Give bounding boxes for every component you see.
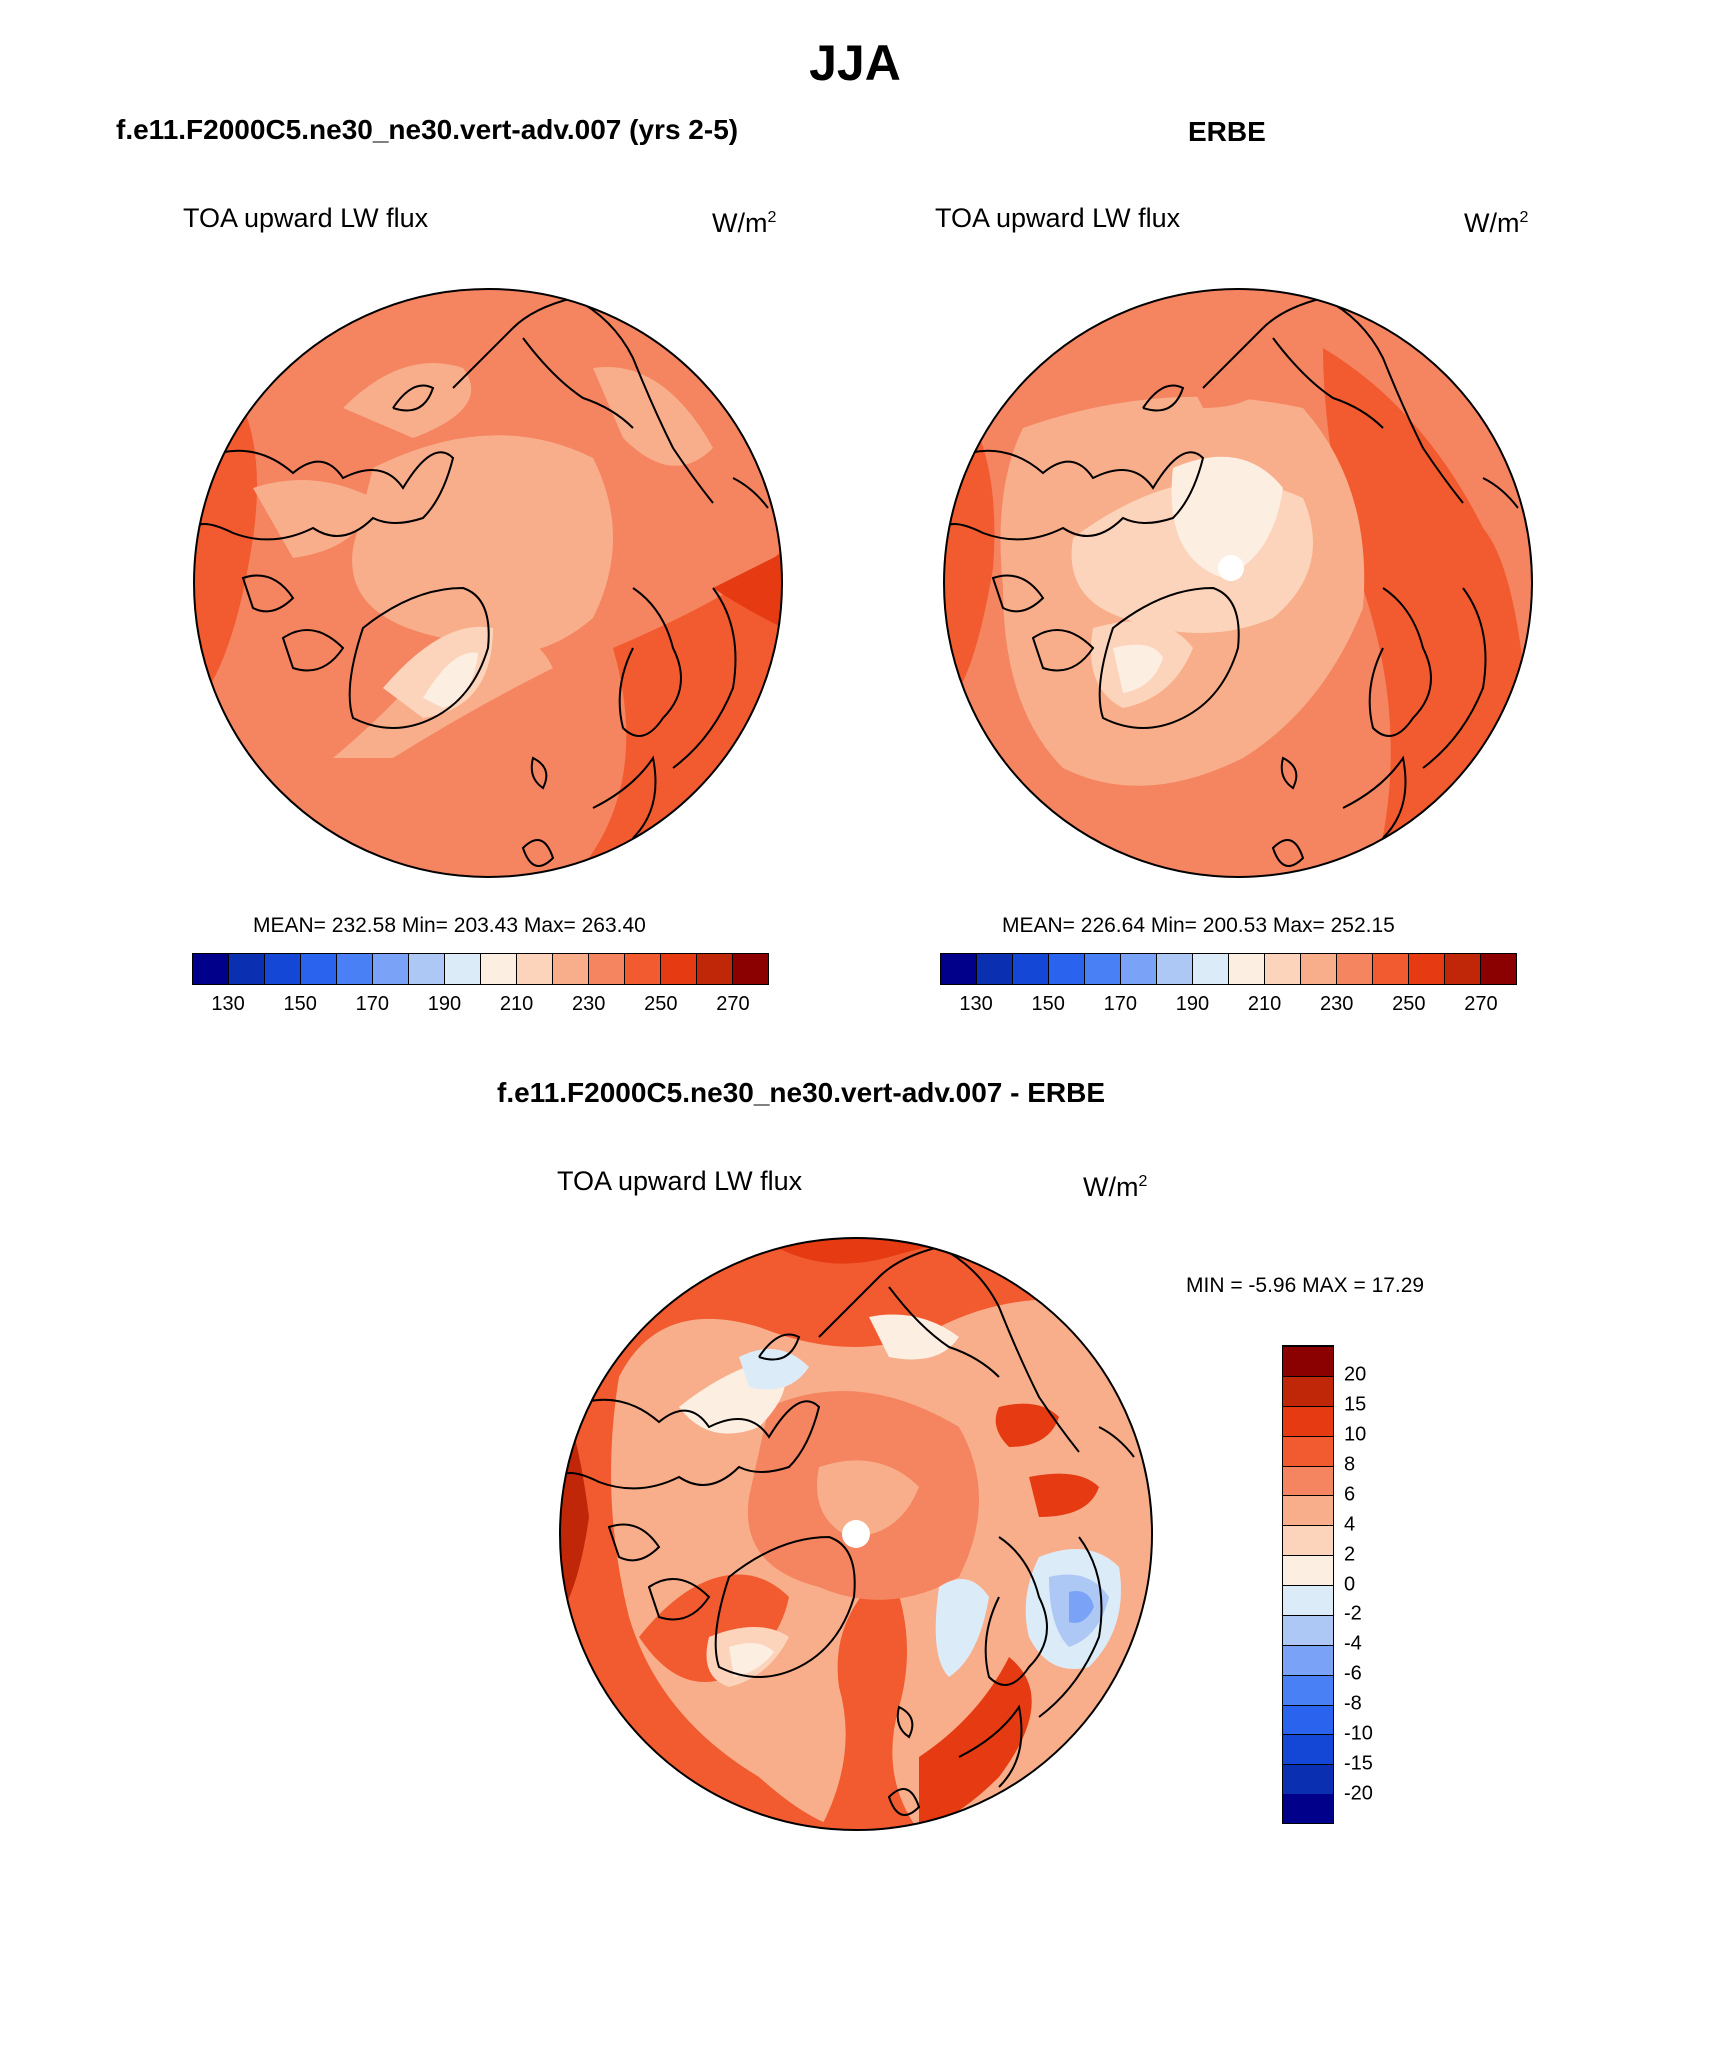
diff-colorbar-box <box>1283 1764 1333 1795</box>
obs-colorbar-box <box>1157 954 1193 984</box>
obs-colorbar-box <box>941 954 977 984</box>
obs-colorbar-box <box>1373 954 1409 984</box>
model-colorbar-box <box>337 954 373 984</box>
obs-colorbar-tick-label: 190 <box>1175 993 1210 1015</box>
model-colorbar <box>192 953 769 985</box>
model-colorbar-box <box>301 954 337 984</box>
model-colorbar-tick-label: 190 <box>427 993 462 1015</box>
obs-colorbar-box <box>1013 954 1049 984</box>
diff-colorbar-tick-label: -10 <box>1344 1722 1373 1745</box>
model-variable-label: TOA upward LW flux <box>183 203 429 233</box>
diff-colorbar <box>1282 1345 1334 1824</box>
diff-colorbar-box <box>1283 1346 1333 1376</box>
obs-colorbar-box <box>1409 954 1445 984</box>
obs-units-label: W/m2 <box>1464 208 1529 238</box>
diff-panel-title: f.e11.F2000C5.ne30_ne30.vert-adv.007 - E… <box>497 1077 1106 1108</box>
diff-colorbar-tick-label: -6 <box>1344 1662 1362 1685</box>
diff-units-label: W/m2 <box>1083 1172 1148 1202</box>
model-colorbar-box <box>697 954 733 984</box>
diff-stats-label: MIN = -5.96 MAX = 17.29 <box>1186 1274 1425 1297</box>
diff-colorbar-tick-label: 20 <box>1344 1363 1367 1386</box>
obs-colorbar-box <box>1337 954 1373 984</box>
model-panel-title: f.e11.F2000C5.ne30_ne30.vert-adv.007 (yr… <box>116 114 739 145</box>
diff-colorbar-box <box>1283 1555 1333 1585</box>
diff-colorbar-box <box>1283 1525 1333 1556</box>
obs-variable-label: TOA upward LW flux <box>935 203 1181 233</box>
model-colorbar-box <box>445 954 481 984</box>
figure-title: JJA <box>809 35 901 91</box>
diff-colorbar-box <box>1283 1585 1333 1615</box>
diff-colorbar-box <box>1283 1734 1333 1765</box>
obs-stats-label: MEAN= 226.64 Min= 200.53 Max= 252.15 <box>1002 914 1395 937</box>
model-colorbar-tick-label: 130 <box>211 993 245 1015</box>
model-colorbar-box <box>265 954 301 984</box>
model-stats-label: MEAN= 232.58 Min= 203.43 Max= 263.40 <box>253 914 646 937</box>
diff-colorbar-box <box>1283 1495 1333 1526</box>
obs-colorbar-tick-label: 210 <box>1247 993 1282 1015</box>
obs-colorbar-box <box>1085 954 1121 984</box>
diff-variable-label: TOA upward LW flux <box>557 1166 803 1196</box>
model-colorbar-tick-label: 170 <box>355 993 389 1015</box>
obs-colorbar-box <box>1265 954 1301 984</box>
obs-polar-map <box>943 288 1533 878</box>
diff-colorbar-tick-label: -4 <box>1344 1632 1362 1655</box>
diff-colorbar-tick-label: 8 <box>1344 1453 1356 1476</box>
model-colorbar-box <box>661 954 697 984</box>
obs-colorbar-tick-label: 130 <box>959 993 993 1015</box>
model-polar-map <box>193 288 783 878</box>
diff-colorbar-tick-label: -20 <box>1344 1782 1373 1805</box>
diff-colorbar-box <box>1283 1674 1333 1705</box>
obs-colorbar-tick-label: 170 <box>1103 993 1137 1015</box>
model-colorbar-tick-label: 210 <box>499 993 534 1015</box>
obs-colorbar-box <box>1481 954 1516 984</box>
diff-colorbar-tick-label: 6 <box>1344 1483 1356 1506</box>
model-colorbar-box <box>625 954 661 984</box>
model-colorbar-box <box>481 954 517 984</box>
diff-colorbar-box <box>1283 1704 1333 1735</box>
diff-colorbar-box <box>1283 1435 1333 1466</box>
model-units-label: W/m2 <box>712 208 777 238</box>
diff-colorbar-box <box>1283 1794 1333 1823</box>
model-colorbar-box <box>193 954 229 984</box>
obs-colorbar <box>940 953 1517 985</box>
model-colorbar-tick-label: 270 <box>716 993 750 1015</box>
diff-polar-map <box>559 1237 1153 1831</box>
diff-colorbar-tick-label: 2 <box>1344 1543 1356 1566</box>
diff-colorbar-tick-label: -2 <box>1344 1602 1362 1625</box>
model-colorbar-box <box>589 954 625 984</box>
obs-colorbar-tick-label: 230 <box>1320 993 1354 1015</box>
obs-colorbar-tick-label: 150 <box>1031 993 1065 1015</box>
obs-colorbar-box <box>1049 954 1085 984</box>
model-colorbar-box <box>733 954 768 984</box>
obs-colorbar-box <box>977 954 1013 984</box>
model-colorbar-box <box>373 954 409 984</box>
diff-colorbar-tick-label: 15 <box>1344 1393 1367 1416</box>
obs-colorbar-tick-label: 270 <box>1464 993 1498 1015</box>
diff-colorbar-box <box>1283 1465 1333 1496</box>
model-colorbar-tick-label: 250 <box>644 993 678 1015</box>
model-colorbar-box <box>409 954 445 984</box>
diff-colorbar-tick-label: -15 <box>1344 1752 1373 1775</box>
diff-colorbar-box <box>1283 1375 1333 1406</box>
diff-colorbar-tick-label: 4 <box>1344 1513 1356 1536</box>
diff-colorbar-box <box>1283 1614 1333 1645</box>
model-colorbar-box <box>517 954 553 984</box>
model-colorbar-box <box>553 954 589 984</box>
obs-colorbar-box <box>1445 954 1481 984</box>
model-colorbar-box <box>229 954 265 984</box>
obs-colorbar-tick-label: 250 <box>1392 993 1426 1015</box>
obs-panel-title: ERBE <box>1188 116 1266 147</box>
obs-colorbar-box <box>1121 954 1157 984</box>
obs-colorbar-box <box>1301 954 1337 984</box>
diff-colorbar-tick-label: 10 <box>1344 1423 1367 1446</box>
diff-colorbar-box <box>1283 1405 1333 1436</box>
diff-colorbar-tick-label: -8 <box>1344 1692 1362 1715</box>
obs-colorbar-box <box>1229 954 1265 984</box>
diff-colorbar-tick-label: 0 <box>1344 1573 1356 1595</box>
model-colorbar-tick-label: 230 <box>572 993 606 1015</box>
diff-colorbar-box <box>1283 1644 1333 1675</box>
obs-colorbar-box <box>1193 954 1229 984</box>
model-colorbar-tick-label: 150 <box>283 993 317 1015</box>
